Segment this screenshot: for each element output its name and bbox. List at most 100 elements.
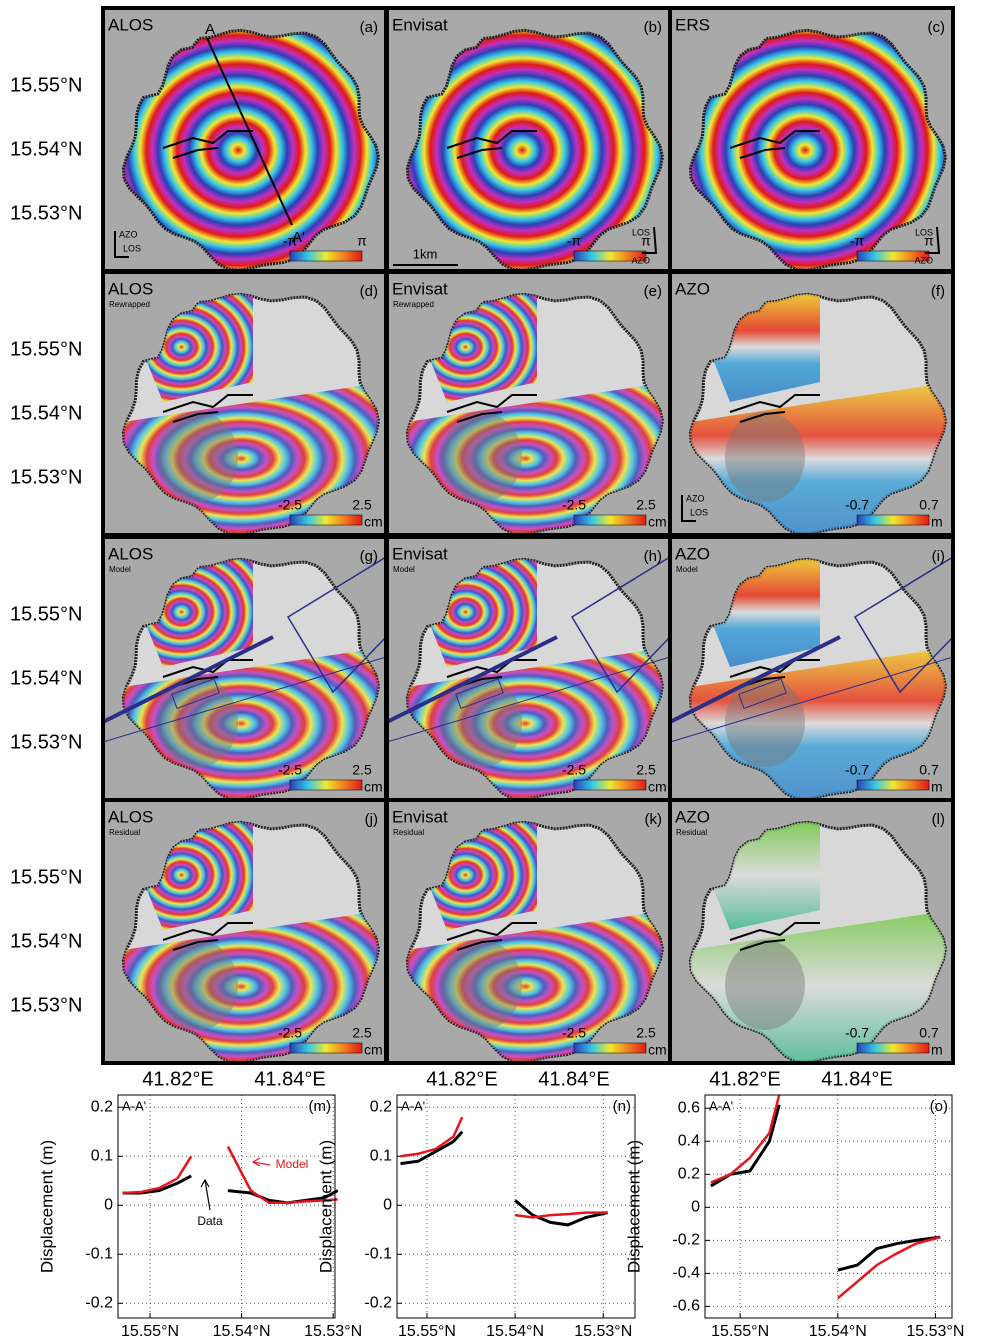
colorbar-max: 0.7	[919, 762, 939, 778]
panel-letter: (b)	[644, 19, 662, 36]
fault-trace	[669, 635, 841, 724]
colorbar	[289, 250, 363, 262]
island	[688, 28, 948, 272]
panel-letter: (k)	[645, 811, 663, 828]
longitude-label: 41.82°E	[426, 1068, 497, 1090]
y-tick-label: 0.2	[370, 1098, 392, 1115]
colorbar-max: 2.5	[352, 1025, 372, 1041]
colorbar-min: -2.5	[562, 497, 586, 513]
latitude-label: 15.55°N	[10, 74, 83, 96]
y-tick-label: -0.1	[364, 1246, 392, 1263]
scale-bar-label: 1km	[413, 246, 438, 261]
callout-label: Data	[197, 1214, 223, 1228]
colorbar-min: -2.5	[562, 762, 586, 778]
compass-label: LOS	[632, 227, 650, 237]
compass-label: AZO	[119, 229, 138, 239]
panel-title: ALOS	[108, 279, 153, 298]
latitude-label: 15.53°N	[10, 994, 83, 1016]
fault-trace	[102, 635, 274, 724]
x-tick-label: 15.54°N	[809, 1323, 867, 1340]
colorbar-unit: m	[931, 514, 943, 530]
compass-label: AZO	[631, 255, 650, 265]
colorbar	[289, 779, 363, 791]
fault-box	[455, 678, 504, 709]
x-tick-label: 15.53°N	[906, 1323, 964, 1340]
panel-letter: (g)	[360, 548, 378, 565]
profile-line	[400, 1116, 608, 1219]
profile-start: A	[205, 21, 215, 38]
compass	[642, 226, 658, 254]
colorbar-unit: cm	[364, 779, 383, 795]
compass	[925, 226, 941, 254]
fissures	[162, 922, 253, 951]
panel-subtitle: Rewrapped	[109, 300, 150, 309]
panel-subtitle: Residual	[109, 828, 140, 837]
latitude-label: 15.54°N	[10, 930, 83, 952]
panel-title: Envisat	[392, 279, 448, 298]
y-axis-label: Displacement (m)	[316, 1140, 335, 1273]
colorbar	[289, 1042, 363, 1054]
panel-title: AZO	[675, 807, 710, 826]
panel-title: AZO	[675, 279, 710, 298]
compass-label: AZO	[914, 255, 933, 265]
colorbar-min: -2.5	[278, 1025, 302, 1041]
panel-title: ALOS	[108, 544, 153, 563]
panel-subtitle: Residual	[676, 828, 707, 837]
plot-frame	[396, 1094, 636, 1319]
profile-label: A-A'	[401, 1098, 425, 1113]
longitude-label: 41.84°E	[821, 1068, 892, 1090]
panel-letter: (o)	[930, 1098, 948, 1115]
fault-box	[171, 678, 220, 709]
colorbar-min: -π	[567, 233, 582, 249]
profile-line	[206, 37, 293, 226]
fissures	[446, 922, 537, 951]
panel-title: Envisat	[392, 15, 448, 34]
callout-arrow	[252, 1161, 271, 1166]
panel-letter: (j)	[365, 811, 378, 828]
callout-arrowhead	[200, 1178, 210, 1188]
panel-title: Envisat	[392, 807, 448, 826]
crater-shade	[158, 940, 238, 1030]
colorbar	[573, 514, 647, 526]
colorbar-max: 0.7	[919, 497, 939, 513]
colorbar-unit: cm	[648, 779, 667, 795]
y-tick-label: 0.4	[678, 1132, 700, 1149]
y-tick-label: 0.1	[370, 1147, 392, 1164]
colorbar-min: -2.5	[278, 497, 302, 513]
x-tick-label: 15.53°N	[574, 1323, 632, 1340]
x-tick-label: 15.55°N	[711, 1323, 769, 1340]
x-tick-label: 15.54°N	[486, 1323, 544, 1340]
colorbar-unit: m	[931, 1042, 943, 1058]
panel-letter: (m)	[309, 1098, 332, 1115]
compass-label: AZO	[686, 493, 705, 503]
colorbar-max: 2.5	[352, 497, 372, 513]
panel-letter: (h)	[644, 548, 662, 565]
panel-letter: (c)	[928, 19, 946, 36]
y-tick-label: -0.2	[85, 1295, 113, 1312]
colorbar	[573, 779, 647, 791]
panel-letter: (i)	[932, 548, 945, 565]
panel-subtitle: Model	[676, 565, 698, 574]
y-tick-label: -0.2	[364, 1295, 392, 1312]
y-tick-label: 0	[383, 1196, 392, 1213]
panel-subtitle: Residual	[393, 828, 424, 837]
compass-label: LOS	[123, 243, 141, 253]
colorbar	[289, 514, 363, 526]
colorbar-min: -0.7	[845, 762, 869, 778]
y-tick-label: 0.2	[91, 1098, 113, 1115]
y-tick-label: -0.4	[672, 1265, 700, 1282]
latitude-label: 15.55°N	[10, 866, 83, 888]
panel-letter: (n)	[613, 1098, 631, 1115]
y-tick-label: -0.6	[672, 1298, 700, 1315]
y-tick-label: 0	[104, 1196, 113, 1213]
colorbar-min: -0.7	[845, 497, 869, 513]
colorbar-max: π	[924, 233, 934, 249]
fault-box	[738, 678, 787, 709]
crater-shade	[158, 412, 238, 502]
colorbar-max: 2.5	[636, 1025, 656, 1041]
colorbar	[856, 250, 930, 262]
callout-arrowhead	[251, 1157, 261, 1167]
fault-trace	[386, 656, 671, 743]
panel-title: ALOS	[108, 15, 153, 34]
x-tick-label: 15.53°N	[304, 1323, 362, 1340]
